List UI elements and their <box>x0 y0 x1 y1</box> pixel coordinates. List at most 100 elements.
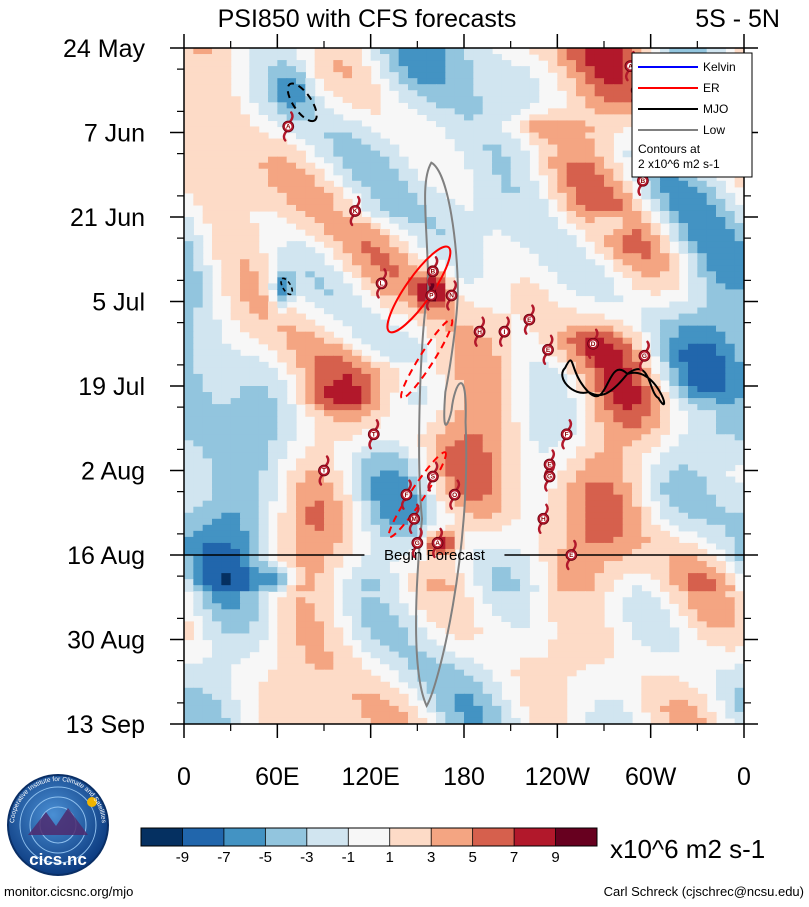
field-cell <box>268 169 278 176</box>
field-cell <box>305 458 315 465</box>
field-cell <box>287 54 297 61</box>
field-cell <box>679 477 689 484</box>
field-cell <box>576 446 586 453</box>
field-cell <box>240 585 250 592</box>
field-cell <box>707 368 717 375</box>
field-cell <box>716 513 726 520</box>
field-cell <box>343 320 353 327</box>
field-cell <box>361 513 371 520</box>
field-cell <box>268 579 278 586</box>
field-cell <box>455 471 465 478</box>
field-cell <box>557 344 567 351</box>
field-cell <box>287 265 297 272</box>
field-cell <box>679 603 689 610</box>
field-cell <box>371 145 381 152</box>
field-cell <box>455 48 465 55</box>
field-cell <box>669 187 679 194</box>
field-cell <box>688 211 698 218</box>
field-cell <box>231 658 241 665</box>
field-cell <box>651 344 661 351</box>
field-cell <box>576 126 586 133</box>
field-cell <box>595 434 605 441</box>
field-cell <box>492 489 502 496</box>
field-cell <box>520 283 530 290</box>
field-cell <box>212 223 222 230</box>
field-cell <box>445 464 455 471</box>
field-cell <box>464 157 474 164</box>
field-cell <box>520 205 530 212</box>
field-cell <box>679 326 689 333</box>
field-cell <box>604 483 614 490</box>
field-cell <box>595 229 605 236</box>
field-cell <box>240 489 250 496</box>
field-cell <box>296 694 306 701</box>
field-cell <box>604 513 614 520</box>
field-cell <box>483 223 493 230</box>
field-cell <box>613 72 623 79</box>
field-cell <box>679 458 689 465</box>
field-cell <box>688 446 698 453</box>
field-cell <box>231 314 241 321</box>
field-cell <box>389 265 399 272</box>
field-cell <box>333 120 343 127</box>
field-cell <box>361 356 371 363</box>
field-cell <box>231 640 241 647</box>
field-cell <box>427 501 437 508</box>
field-cell <box>184 114 194 121</box>
field-cell <box>221 78 231 85</box>
field-cell <box>287 247 297 254</box>
field-cell <box>212 452 222 459</box>
field-cell <box>240 163 250 170</box>
field-cell <box>259 694 269 701</box>
field-cell <box>613 223 623 230</box>
field-cell <box>576 66 586 73</box>
field-cell <box>203 380 213 387</box>
field-cell <box>585 422 595 429</box>
field-cell <box>380 374 390 381</box>
field-cell <box>511 151 521 158</box>
field-cell <box>193 374 203 381</box>
field-cell <box>324 609 334 616</box>
field-cell <box>361 525 371 532</box>
field-cell <box>361 404 371 411</box>
field-cell <box>333 633 343 640</box>
field-cell <box>268 422 278 429</box>
field-cell <box>585 633 595 640</box>
field-cell <box>249 187 259 194</box>
field-cell <box>324 597 334 604</box>
field-cell <box>427 241 437 248</box>
field-cell <box>352 471 362 478</box>
field-cell <box>651 440 661 447</box>
field-cell <box>371 223 381 230</box>
field-cell <box>436 567 446 574</box>
field-cell <box>651 573 661 580</box>
field-cell <box>613 404 623 411</box>
field-cell <box>651 627 661 634</box>
field-cell <box>576 265 586 272</box>
field-cell <box>660 537 670 544</box>
field-cell <box>436 120 446 127</box>
field-cell <box>277 175 287 182</box>
field-cell <box>221 543 231 550</box>
field-cell <box>679 350 689 357</box>
field-cell <box>305 555 315 562</box>
field-cell <box>651 434 661 441</box>
field-cell <box>305 169 315 176</box>
field-cell <box>259 434 269 441</box>
field-cell <box>343 229 353 236</box>
field-cell <box>221 133 231 140</box>
field-cell <box>455 271 465 278</box>
field-cell <box>660 627 670 634</box>
field-cell <box>277 54 287 61</box>
field-cell <box>501 483 511 490</box>
field-cell <box>735 428 745 435</box>
field-cell <box>445 350 455 357</box>
field-cell <box>613 96 623 103</box>
field-cell <box>697 440 707 447</box>
field-cell <box>725 495 735 502</box>
field-cell <box>483 471 493 478</box>
field-cell <box>324 676 334 683</box>
field-cell <box>641 211 651 218</box>
field-cell <box>623 386 633 393</box>
field-cell <box>249 477 259 484</box>
